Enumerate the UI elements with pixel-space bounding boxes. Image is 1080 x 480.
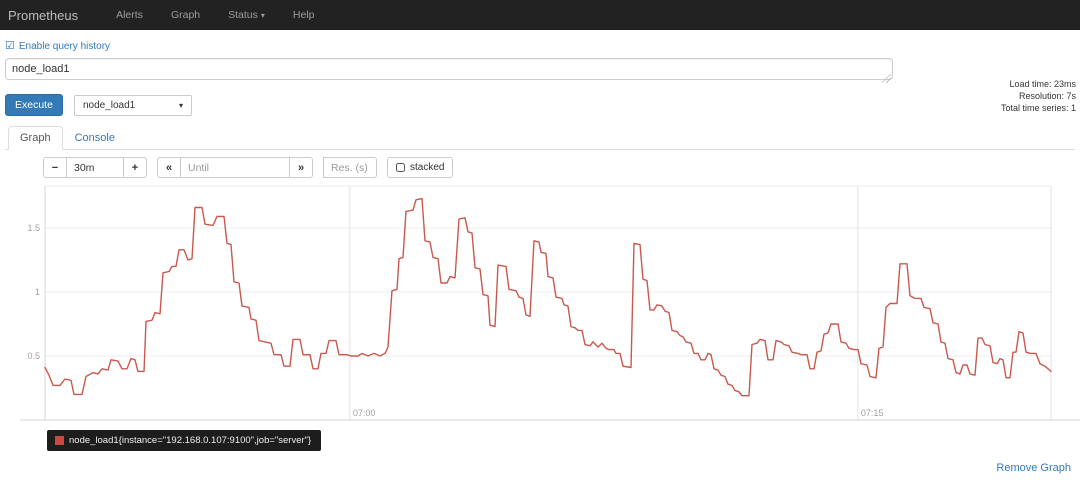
execute-row: Execute node_load1 ▾ xyxy=(5,94,1075,116)
query-stats: Load time: 23ms Resolution: 7s Total tim… xyxy=(1001,78,1076,114)
metric-select-value: node_load1 xyxy=(82,99,136,111)
forward-button[interactable]: » xyxy=(289,157,313,178)
svg-text:1: 1 xyxy=(35,287,40,297)
stacked-label: stacked xyxy=(410,162,445,173)
metric-select[interactable]: node_load1 ▾ xyxy=(73,94,192,116)
series-swatch-icon xyxy=(55,436,64,445)
nav-item-alerts[interactable]: Alerts xyxy=(116,9,143,21)
remove-graph-row: Remove Graph xyxy=(5,458,1071,476)
remove-graph-link[interactable]: Remove Graph xyxy=(996,462,1071,474)
expression-input[interactable]: node_load1 xyxy=(5,58,893,80)
resize-grip-icon[interactable] xyxy=(882,74,891,83)
svg-text:07:00: 07:00 xyxy=(353,408,376,418)
tab-graph[interactable]: Graph xyxy=(8,126,63,150)
view-tabs: Graph Console xyxy=(5,126,1075,150)
range-decrease-button[interactable]: − xyxy=(43,157,67,178)
select-caret-icon: ▾ xyxy=(178,100,183,110)
expression-input-wrap: node_load1 xyxy=(5,58,893,85)
resolution: Resolution: 7s xyxy=(1018,91,1076,101)
nav-item-graph[interactable]: Graph xyxy=(170,9,201,21)
until-input-wrap xyxy=(180,157,290,178)
resolution-input[interactable] xyxy=(331,161,369,174)
nav-item-help[interactable]: Help xyxy=(292,9,315,21)
enable-query-history-label: Enable query history xyxy=(18,41,111,52)
chart-region: 0.5 1 1.5 07:00 07:15 xyxy=(5,184,1080,425)
tab-console[interactable]: Console xyxy=(74,132,115,144)
svg-text:1.5: 1.5 xyxy=(27,223,40,233)
total-time-series: Total time series: 1 xyxy=(1000,103,1076,113)
enable-query-history-toggle[interactable]: ☑ Enable query history xyxy=(5,40,111,53)
nav-item-status[interactable]: Status ▾ xyxy=(228,9,265,21)
resolution-input-wrap xyxy=(323,157,377,178)
navbar: Prometheus Alerts Graph Status ▾ Help xyxy=(0,0,1080,30)
time-group: « » xyxy=(157,157,313,178)
svg-text:0.5: 0.5 xyxy=(27,351,40,361)
range-input-wrap xyxy=(66,157,124,178)
graph-controls: − + « » stacked xyxy=(43,157,1075,178)
series-label: node_load1{instance="192.168.0.107:9100"… xyxy=(69,435,312,446)
range-input[interactable] xyxy=(74,161,116,174)
execute-button[interactable]: Execute xyxy=(5,94,63,116)
load-time: Load time: 23ms xyxy=(1009,79,1076,89)
series-legend-item[interactable]: node_load1{instance="192.168.0.107:9100"… xyxy=(47,430,322,451)
stacked-toggle[interactable]: stacked xyxy=(387,157,454,178)
range-group: − + xyxy=(43,157,147,178)
until-input[interactable] xyxy=(188,161,282,174)
chevron-down-icon: ▾ xyxy=(260,11,265,20)
svg-text:07:15: 07:15 xyxy=(861,408,884,418)
brand-prometheus[interactable]: Prometheus xyxy=(8,7,79,23)
checkbox-unchecked-icon xyxy=(396,163,405,172)
checkbox-checked-icon: ☑ xyxy=(5,40,15,52)
main-content: ☑ Enable query history node_load1 Load t… xyxy=(0,30,1080,480)
range-increase-button[interactable]: + xyxy=(123,157,147,178)
resolution-group xyxy=(323,157,377,178)
rewind-button[interactable]: « xyxy=(157,157,181,178)
load-chart[interactable]: 0.5 1 1.5 07:00 07:15 xyxy=(20,184,1080,425)
